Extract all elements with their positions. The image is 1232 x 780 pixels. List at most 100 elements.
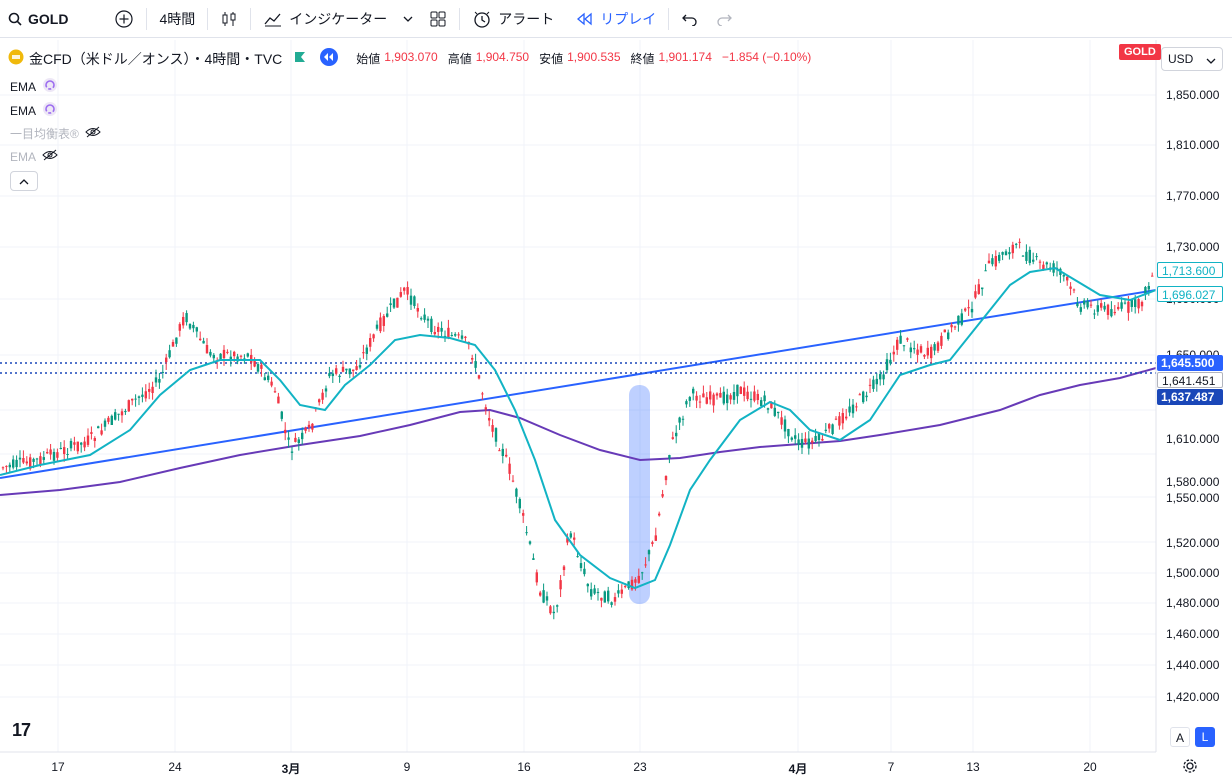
eye-hidden-icon[interactable] [85, 126, 101, 141]
candle-body [246, 353, 249, 357]
candle-body [416, 307, 419, 312]
candle-body [375, 324, 379, 329]
ema-fast-price-label: 1,713.600 [1157, 262, 1223, 278]
indicator-row-ema-1[interactable]: EMA [10, 77, 58, 96]
grid-icon [429, 10, 447, 28]
time-label: 9 [403, 760, 411, 774]
candle-body [987, 260, 991, 264]
indicator-row-ema-2[interactable]: EMA [10, 101, 58, 120]
interval-button[interactable]: 4時間 [151, 0, 203, 38]
low-value: 1,900.535 [567, 50, 621, 64]
eye-hidden-icon[interactable] [42, 149, 58, 164]
candle-body [352, 369, 355, 372]
candle-body [957, 315, 960, 325]
candle-body [715, 393, 719, 396]
candle-body [447, 327, 450, 339]
candle-body [318, 399, 321, 403]
candle-body [1093, 313, 1096, 315]
candle-body [790, 437, 793, 440]
chart-type-button[interactable] [212, 0, 246, 38]
candle-body [709, 391, 712, 400]
symbol-search[interactable]: GOLD [0, 0, 76, 38]
candle-body [1130, 299, 1133, 307]
collapse-legend-button[interactable] [10, 171, 38, 191]
candle-body [324, 388, 328, 392]
candle-body [892, 351, 895, 355]
candle-body [433, 332, 436, 335]
currency-label: USD [1168, 52, 1194, 66]
candle-body [862, 391, 865, 403]
log-scale-button[interactable]: L [1195, 727, 1215, 747]
symbol-title[interactable]: 金CFD（米ドル／オンス）・4時間・TVC [29, 50, 283, 67]
alert-button[interactable]: アラート [464, 0, 562, 38]
candle-body [222, 349, 226, 359]
chart-legend: 金CFD（米ドル／オンス）・4時間・TVC 始値 1,903.070 高値 1,… [8, 48, 817, 69]
candle-body [277, 396, 280, 404]
candle-body [8, 464, 11, 468]
chart-settings-button[interactable] [1182, 758, 1200, 776]
candle-body [780, 417, 783, 425]
line2-price-label: 1,641.451 [1157, 372, 1223, 388]
candle-body [396, 297, 399, 308]
candle-body [243, 358, 246, 360]
candle-body [943, 329, 946, 333]
candle-body [515, 488, 518, 497]
candle-body [1127, 301, 1130, 313]
candle-body [579, 563, 583, 568]
time-axis[interactable]: 17 24 3月 9 16 23 4月 7 13 20 [0, 750, 1155, 780]
candle-body [280, 411, 283, 419]
compare-button[interactable] [106, 0, 142, 38]
indicator-row-ema-3[interactable]: EMA [10, 149, 58, 164]
candle-body [267, 375, 270, 380]
candle-body [488, 418, 491, 421]
candle-body [127, 400, 130, 412]
candle-body [603, 591, 606, 603]
candle-body [981, 287, 984, 290]
plus-circle-icon [114, 9, 134, 29]
candle-body [919, 346, 923, 353]
candle-body [549, 606, 552, 614]
candle-body [192, 324, 195, 329]
candles [1, 238, 1154, 620]
candle-body [736, 384, 739, 397]
candle-body [212, 354, 215, 359]
currency-dropdown[interactable]: USD [1161, 47, 1223, 71]
layouts-button[interactable] [421, 0, 455, 38]
redo-button[interactable] [707, 0, 741, 38]
candle-body [804, 438, 807, 443]
candle-body [930, 346, 933, 359]
auto-scale-button[interactable]: A [1170, 727, 1190, 747]
candle-body [573, 537, 576, 540]
candle-body [498, 450, 501, 452]
ema-mid-price-label: 1,696.027 [1157, 286, 1223, 302]
candle-body [879, 374, 882, 380]
candle-body [569, 533, 572, 538]
candle-body [1123, 302, 1127, 304]
candle-body [178, 324, 181, 331]
candle-body [889, 359, 892, 364]
price-tick-label: 1,480.000 [1166, 596, 1220, 610]
candle-body [1032, 259, 1035, 262]
price-tick-label: 1,810.000 [1166, 138, 1220, 152]
candle-body [1015, 243, 1018, 245]
undo-button[interactable] [673, 0, 707, 38]
candle-body [341, 366, 345, 372]
candle-body [671, 437, 674, 439]
trend-line [0, 289, 1157, 479]
candle-body [239, 355, 243, 357]
indicators-button[interactable]: インジケーター [255, 0, 421, 38]
candle-body [596, 591, 600, 594]
candle-body [1083, 300, 1086, 305]
candle-body [90, 432, 93, 434]
indicator-row-ichimoku[interactable]: 一目均衡表® [10, 125, 101, 142]
indicators-icon [263, 10, 283, 28]
replay-button[interactable]: リプレイ [568, 0, 664, 38]
replay-rewind-icon[interactable] [320, 48, 339, 69]
candle-body [1103, 305, 1106, 310]
candle-body [1089, 304, 1093, 306]
candle-body [1079, 307, 1082, 312]
candle-body [49, 449, 52, 455]
candle-body [600, 597, 603, 601]
candle-body [464, 336, 467, 338]
